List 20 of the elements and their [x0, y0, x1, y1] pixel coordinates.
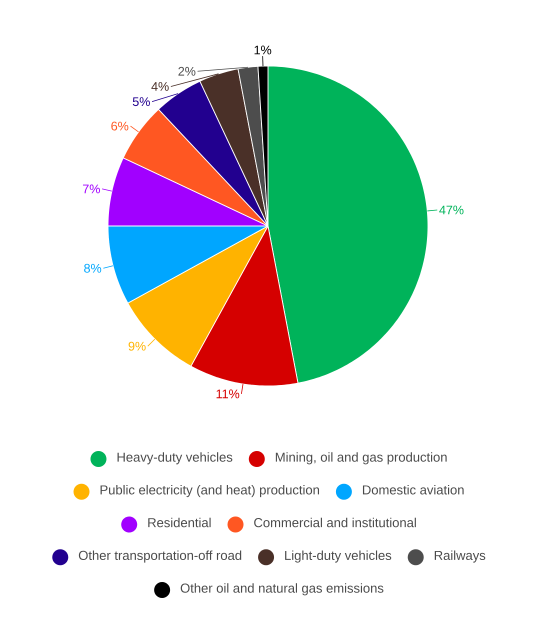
legend-label: Heavy-duty vehicles: [118, 452, 232, 464]
legend-label: Commercial and institutional: [254, 518, 416, 528]
legend-label: Domestic aviation: [362, 484, 464, 495]
data-label: 7%: [82, 184, 100, 194]
data-label: 5%: [132, 97, 150, 106]
legend-label: Other oil and natural gas emissions: [180, 583, 384, 596]
legend-label: Light-duty vehicles: [285, 550, 392, 563]
data-label: 11%: [216, 390, 240, 398]
data-label: 8%: [84, 264, 102, 273]
legend-label: Mining, oil and gas production: [276, 452, 447, 464]
data-label: 6%: [111, 122, 128, 131]
legend-label: Railways: [434, 550, 486, 563]
data-label: 2%: [178, 66, 196, 76]
legend-label: Public electricity (and heat) production: [100, 484, 320, 498]
legend-label: Other transportation-off road: [78, 550, 242, 563]
data-label: 4%: [151, 82, 169, 91]
legend-label: Residential: [148, 518, 211, 528]
data-label: 9%: [128, 342, 146, 351]
data-label: 1%: [254, 46, 272, 54]
data-label: 47%: [439, 206, 464, 214]
